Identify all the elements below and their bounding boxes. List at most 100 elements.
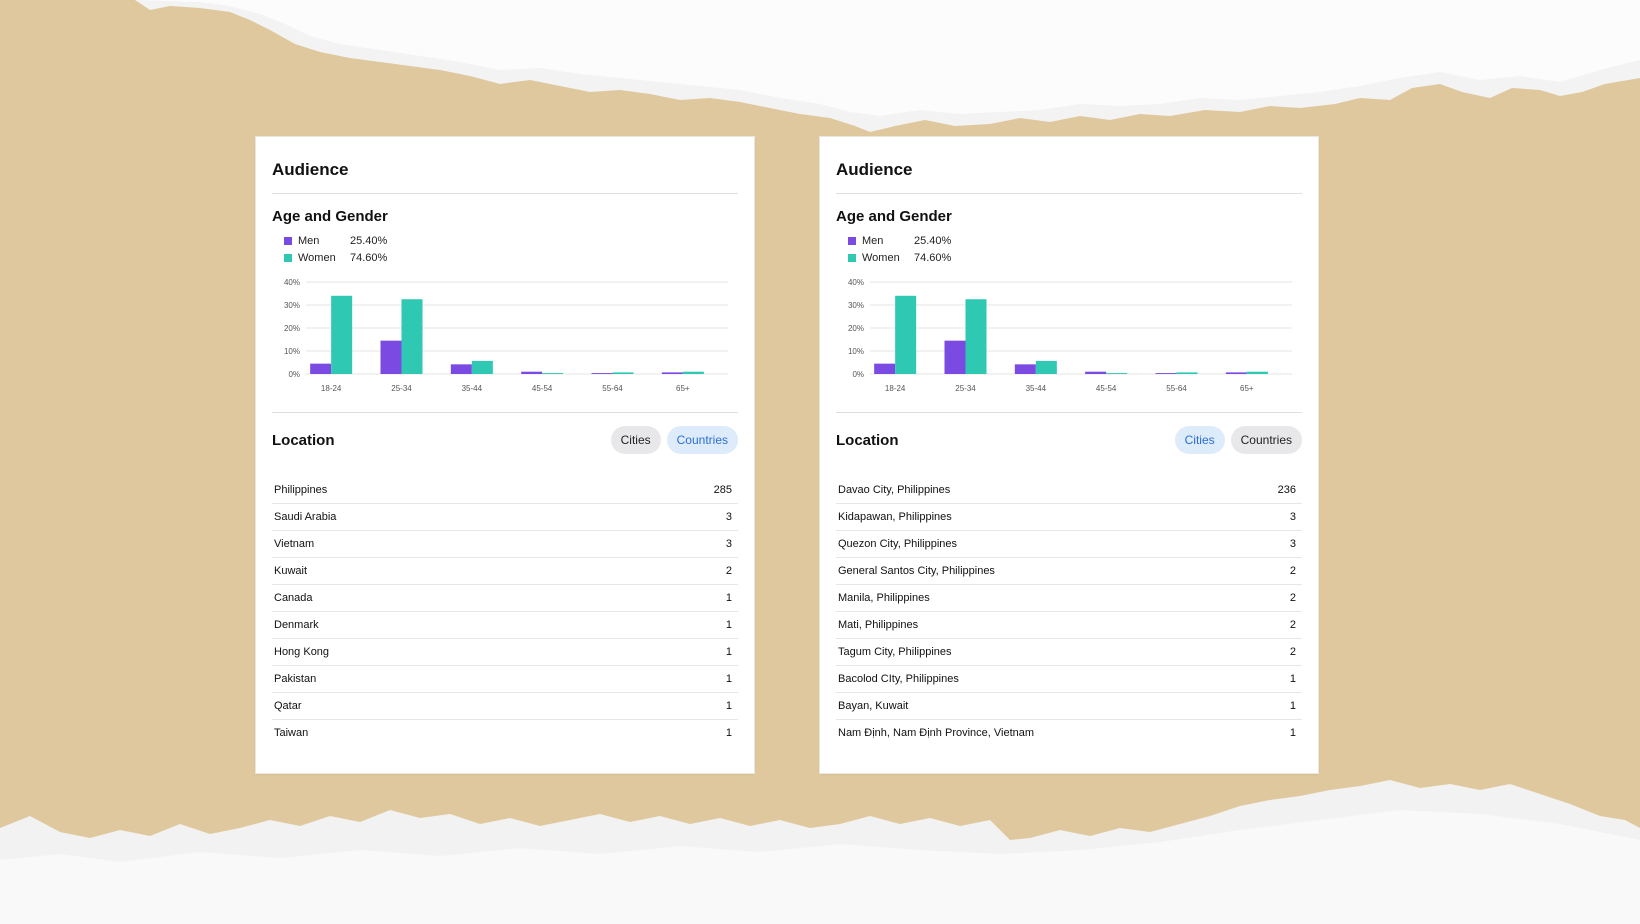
location-name: Canada — [274, 592, 313, 604]
y-tick-label: 30% — [284, 301, 300, 310]
list-item: Mati, Philippines 2 — [836, 612, 1302, 639]
location-name: Pakistan — [274, 673, 317, 685]
tab-countries[interactable]: Countries — [666, 426, 738, 454]
men-swatch — [284, 236, 292, 245]
list-item: Kuwait 2 — [272, 558, 738, 585]
bar-women-55-64[interactable] — [612, 372, 634, 374]
bar-men-18-24[interactable] — [310, 363, 332, 374]
legend-item-men: Men 25.40% — [836, 232, 1302, 249]
legend-item-men: Men 25.40% — [272, 232, 738, 249]
list-item: Kidapawan, Philippines 3 — [836, 504, 1302, 531]
bar-women-18-24[interactable] — [895, 295, 917, 374]
tab-cities[interactable]: Cities — [1174, 426, 1225, 454]
location-name: Kidapawan, Philippines — [838, 511, 952, 523]
bar-women-65+[interactable] — [1246, 371, 1268, 374]
torn-paper-top — [0, 0, 1640, 132]
location-count: 1 — [1289, 673, 1296, 685]
list-item: Saudi Arabia 3 — [272, 504, 738, 531]
chart-legend: Men 25.40% Women 74.60% — [272, 232, 738, 266]
bar-men-65+[interactable] — [661, 372, 683, 374]
bar-men-25-34[interactable] — [944, 340, 966, 374]
location-count: 2 — [1289, 619, 1296, 631]
location-name: Bayan, Kuwait — [838, 700, 909, 712]
legend-label: Men — [862, 234, 884, 247]
location-name: Davao City, Philippines — [838, 484, 951, 496]
legend-label: Men — [298, 234, 320, 247]
legend-value: 25.40% — [350, 234, 388, 247]
location-name: Mati, Philippines — [838, 619, 919, 631]
y-tick-label: 30% — [848, 301, 864, 310]
location-count: 2 — [725, 565, 732, 577]
y-tick-label: 0% — [288, 370, 300, 379]
location-count: 1 — [1289, 700, 1296, 712]
location-count: 2 — [1289, 646, 1296, 658]
list-item: Davao City, Philippines 236 — [836, 477, 1302, 504]
legend-value: 74.60% — [914, 251, 952, 264]
bar-men-35-44[interactable] — [450, 364, 472, 374]
bar-men-65+[interactable] — [1225, 372, 1247, 374]
location-header: Location Cities Countries — [836, 413, 1302, 467]
bar-women-18-24[interactable] — [331, 295, 353, 374]
age-gender-bar-chart: 0% 10% 20% 30% 40% 18-24 25-34 35-44 45-54 55-64 6… — [848, 278, 1292, 393]
location-header: Location Cities Countries — [272, 413, 738, 467]
list-item: Vietnam 3 — [272, 531, 738, 558]
bar-men-55-64[interactable] — [1155, 373, 1177, 374]
bar-women-45-54[interactable] — [542, 373, 564, 374]
bar-women-45-54[interactable] — [1106, 373, 1128, 374]
card-title: Audience — [272, 137, 738, 194]
x-tick-label: 25-34 — [391, 384, 412, 393]
y-tick-label: 10% — [284, 347, 300, 356]
location-name: Taiwan — [274, 727, 309, 739]
bar-men-45-54[interactable] — [1085, 371, 1107, 374]
location-tabs: Cities Countries — [610, 426, 738, 454]
location-count: 285 — [713, 484, 732, 496]
list-item: Manila, Philippines 2 — [836, 585, 1302, 612]
location-name: Vietnam — [274, 538, 315, 550]
y-tick-label: 20% — [848, 324, 864, 333]
bar-women-25-34[interactable] — [401, 299, 423, 374]
section-divider — [272, 412, 738, 413]
bar-men-55-64[interactable] — [591, 373, 613, 374]
location-name: Kuwait — [274, 565, 308, 577]
tab-countries[interactable]: Countries — [1230, 426, 1302, 454]
list-item: General Santos City, Philippines 2 — [836, 558, 1302, 585]
x-tick-label: 65+ — [1240, 384, 1254, 393]
location-count: 1 — [725, 673, 732, 685]
women-swatch — [284, 253, 292, 262]
tab-cities[interactable]: Cities — [610, 426, 661, 454]
list-item: Denmark 1 — [272, 612, 738, 639]
location-title: Location — [272, 431, 335, 449]
list-item: Qatar 1 — [272, 693, 738, 720]
bar-men-25-34[interactable] — [380, 340, 402, 374]
bar-women-55-64[interactable] — [1176, 372, 1198, 374]
y-tick-label: 40% — [848, 278, 864, 287]
x-tick-label: 55-64 — [602, 384, 623, 393]
location-count: 1 — [725, 646, 732, 658]
bar-men-45-54[interactable] — [521, 371, 543, 374]
bar-women-65+[interactable] — [682, 371, 704, 374]
x-tick-label: 45-54 — [1096, 384, 1117, 393]
bar-men-35-44[interactable] — [1014, 364, 1036, 374]
location-count: 3 — [1289, 538, 1296, 550]
legend-value: 74.60% — [350, 251, 388, 264]
location-name: Qatar — [274, 700, 302, 712]
legend-item-women: Women 74.60% — [272, 249, 738, 266]
x-tick-label: 25-34 — [955, 384, 976, 393]
y-tick-label: 20% — [284, 324, 300, 333]
location-title: Location — [836, 431, 899, 449]
bar-women-25-34[interactable] — [965, 299, 987, 374]
legend-label: Women — [298, 251, 336, 264]
list-item: Canada 1 — [272, 585, 738, 612]
card-title: Audience — [836, 137, 1302, 194]
bar-women-35-44[interactable] — [471, 360, 493, 374]
location-name: Hong Kong — [274, 646, 330, 658]
list-item: Bayan, Kuwait 1 — [836, 693, 1302, 720]
bar-women-35-44[interactable] — [1035, 360, 1057, 374]
audience-card-cities: Audience Age and Gender Men 25.40% Women… — [820, 137, 1318, 773]
x-tick-label: 45-54 — [532, 384, 553, 393]
bar-men-18-24[interactable] — [874, 363, 896, 374]
location-count: 2 — [1289, 565, 1296, 577]
legend-value: 25.40% — [914, 234, 952, 247]
section-divider — [836, 412, 1302, 413]
location-name: Denmark — [274, 619, 319, 631]
